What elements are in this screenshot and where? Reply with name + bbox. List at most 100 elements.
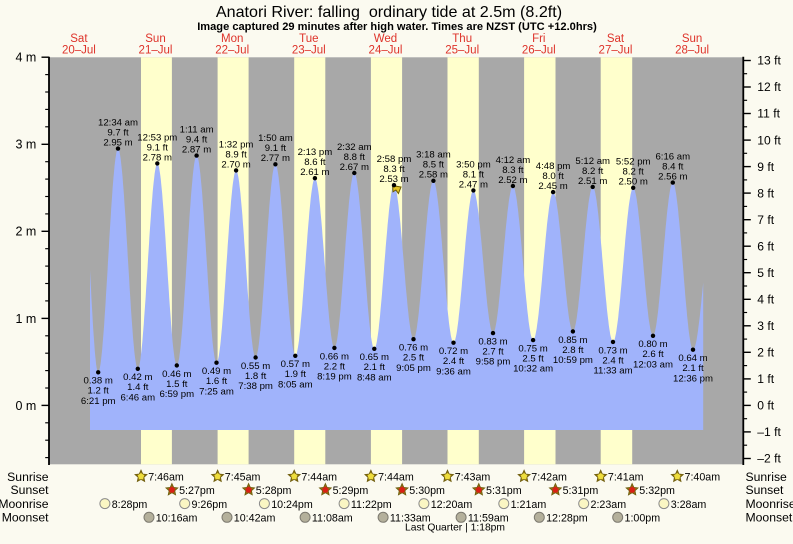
svg-text:10:24pm: 10:24pm: [271, 499, 313, 511]
svg-text:8:05 am: 8:05 am: [278, 379, 313, 390]
svg-text:Wed: Wed: [374, 33, 397, 45]
svg-text:1 ft: 1 ft: [757, 372, 774, 386]
svg-text:2.58 m: 2.58 m: [419, 170, 448, 181]
svg-text:9 ft: 9 ft: [757, 160, 774, 174]
svg-text:5:31pm: 5:31pm: [563, 485, 599, 497]
svg-text:12:20am: 12:20am: [431, 499, 473, 511]
svg-text:28–Jul: 28–Jul: [675, 45, 709, 57]
svg-text:2.50 m: 2.50 m: [619, 177, 648, 188]
svg-text:2.51 m: 2.51 m: [578, 176, 607, 187]
svg-text:–1 ft: –1 ft: [757, 425, 781, 439]
svg-text:27–Jul: 27–Jul: [599, 45, 633, 57]
svg-text:5:27pm: 5:27pm: [179, 485, 215, 497]
svg-text:Moonrise: Moonrise: [0, 497, 49, 511]
svg-text:5:32pm: 5:32pm: [639, 485, 675, 497]
svg-text:12:03 am: 12:03 am: [633, 359, 673, 370]
svg-text:Sunrise: Sunrise: [746, 470, 788, 484]
svg-text:8:28pm: 8:28pm: [112, 499, 148, 511]
svg-text:Thu: Thu: [452, 33, 472, 45]
svg-text:5 ft: 5 ft: [757, 266, 774, 280]
svg-text:7:38 pm: 7:38 pm: [238, 381, 273, 392]
svg-text:3 m: 3 m: [15, 138, 36, 152]
svg-text:0 m: 0 m: [15, 399, 36, 413]
svg-text:7:42am: 7:42am: [531, 472, 567, 484]
svg-text:6 ft: 6 ft: [757, 239, 774, 253]
svg-text:11:22pm: 11:22pm: [351, 499, 392, 511]
svg-text:6:59 pm: 6:59 pm: [159, 389, 194, 400]
svg-text:1:00pm: 1:00pm: [625, 513, 661, 525]
svg-text:7:45am: 7:45am: [225, 472, 261, 484]
svg-text:10:32 am: 10:32 am: [513, 364, 553, 375]
svg-text:21–Jul: 21–Jul: [139, 45, 173, 57]
svg-text:6:46 am: 6:46 am: [120, 392, 155, 403]
svg-text:13 ft: 13 ft: [757, 54, 781, 68]
svg-text:10:59 pm: 10:59 pm: [553, 355, 593, 366]
svg-text:Tue: Tue: [299, 33, 318, 45]
svg-text:1 m: 1 m: [15, 312, 36, 326]
svg-text:8 ft: 8 ft: [757, 186, 774, 200]
svg-text:2.77 m: 2.77 m: [261, 153, 290, 164]
svg-text:9:05 pm: 9:05 pm: [396, 363, 431, 374]
svg-text:2.78 m: 2.78 m: [143, 152, 172, 163]
svg-text:11:08am: 11:08am: [312, 513, 353, 525]
svg-text:7:25 am: 7:25 am: [199, 386, 234, 397]
svg-text:2.67 m: 2.67 m: [340, 162, 369, 173]
svg-text:–2 ft: –2 ft: [757, 452, 781, 466]
svg-text:7 ft: 7 ft: [757, 213, 774, 227]
svg-text:5:28pm: 5:28pm: [256, 485, 292, 497]
svg-text:10 ft: 10 ft: [757, 133, 781, 147]
svg-text:Sat: Sat: [607, 33, 625, 45]
svg-text:8:48 am: 8:48 am: [357, 372, 392, 383]
svg-text:Sunset: Sunset: [746, 483, 785, 497]
svg-text:20–Jul: 20–Jul: [62, 45, 96, 57]
svg-text:11 ft: 11 ft: [757, 107, 780, 121]
svg-text:7:44am: 7:44am: [301, 472, 337, 484]
svg-text:Sunrise: Sunrise: [7, 470, 49, 484]
svg-text:Mon: Mon: [221, 33, 243, 45]
svg-text:Sat: Sat: [70, 33, 88, 45]
svg-text:Moonrise: Moonrise: [746, 497, 793, 511]
svg-text:7:41am: 7:41am: [608, 472, 644, 484]
svg-text:10:42am: 10:42am: [234, 513, 276, 525]
svg-text:25–Jul: 25–Jul: [445, 45, 479, 57]
svg-text:2.52 m: 2.52 m: [498, 175, 527, 186]
svg-text:8:19 pm: 8:19 pm: [317, 372, 352, 383]
svg-text:2 ft: 2 ft: [757, 346, 774, 360]
svg-text:24–Jul: 24–Jul: [369, 45, 403, 57]
svg-text:23–Jul: 23–Jul: [292, 45, 326, 57]
svg-text:2:23am: 2:23am: [591, 499, 627, 511]
svg-text:26–Jul: 26–Jul: [522, 45, 556, 57]
svg-text:Fri: Fri: [532, 33, 545, 45]
svg-text:2 m: 2 m: [15, 225, 36, 239]
svg-text:9:36 am: 9:36 am: [436, 366, 471, 377]
svg-text:7:46am: 7:46am: [148, 472, 184, 484]
svg-text:Last Quarter | 1:18pm: Last Quarter | 1:18pm: [405, 523, 505, 534]
svg-text:12:36 pm: 12:36 pm: [673, 373, 713, 384]
svg-text:Moonset: Moonset: [746, 511, 793, 525]
svg-text:11:33 am: 11:33 am: [593, 366, 632, 377]
svg-text:7:43am: 7:43am: [455, 472, 491, 484]
svg-text:2.53 m: 2.53 m: [379, 174, 408, 185]
svg-text:4 ft: 4 ft: [757, 293, 774, 307]
svg-text:Sun: Sun: [682, 33, 702, 45]
svg-text:7:40am: 7:40am: [685, 472, 721, 484]
svg-text:12:28pm: 12:28pm: [546, 513, 588, 525]
svg-text:1:21am: 1:21am: [511, 499, 547, 511]
svg-text:2.45 m: 2.45 m: [538, 181, 567, 192]
svg-text:4 m: 4 m: [15, 51, 36, 65]
svg-text:5:31pm: 5:31pm: [486, 485, 522, 497]
svg-text:0 ft: 0 ft: [757, 399, 774, 413]
svg-text:Image captured 29 minutes afte: Image captured 29 minutes after high wat…: [197, 21, 597, 33]
svg-text:2.95 m: 2.95 m: [103, 138, 132, 149]
svg-text:10:16am: 10:16am: [156, 513, 198, 525]
svg-text:Sun: Sun: [145, 33, 165, 45]
svg-text:12 ft: 12 ft: [757, 80, 781, 94]
svg-text:Anatori River: falling ordina: Anatori River: falling ordinary tide at …: [216, 3, 562, 21]
svg-text:2.47 m: 2.47 m: [459, 179, 488, 190]
svg-text:3:28am: 3:28am: [671, 499, 707, 511]
svg-text:3 ft: 3 ft: [757, 319, 774, 333]
svg-text:5:29pm: 5:29pm: [333, 485, 369, 497]
svg-text:2.61 m: 2.61 m: [300, 167, 329, 178]
svg-text:2.56 m: 2.56 m: [658, 172, 687, 183]
svg-text:Moonset: Moonset: [2, 511, 49, 525]
